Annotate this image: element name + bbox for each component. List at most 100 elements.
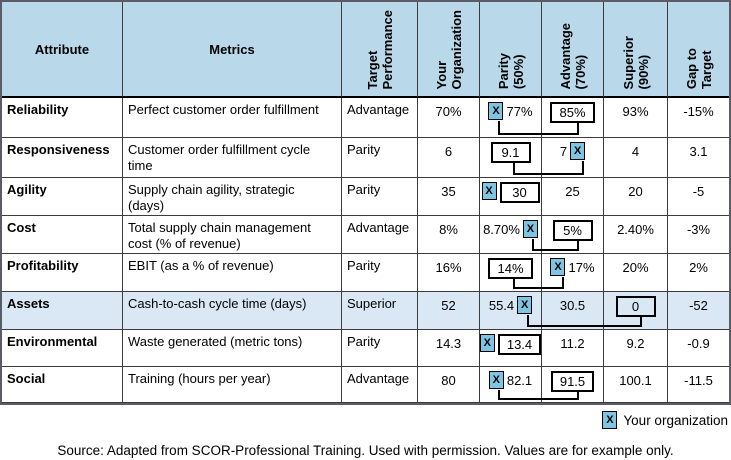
target-value-box: 85% bbox=[550, 102, 595, 123]
cell-parity: X 82.1 bbox=[480, 367, 542, 403]
cell-parity: X 30 bbox=[480, 178, 542, 216]
target-value-box: 30 bbox=[499, 182, 540, 203]
cell-value: 2.40% bbox=[617, 222, 654, 237]
gap-to-target-cell: 2% bbox=[668, 254, 729, 292]
attribute-cell: Profitability bbox=[2, 254, 123, 292]
target-performance-cell: Advantage bbox=[342, 98, 418, 138]
attribute-cell: Cost bbox=[2, 216, 123, 254]
your-organization-marker: X bbox=[550, 258, 566, 276]
legend: X Your organization bbox=[0, 411, 728, 429]
gap-to-target-cell: -52 bbox=[668, 292, 729, 330]
cell-value: 100.1 bbox=[619, 373, 652, 388]
target-value-box: 0 bbox=[615, 296, 656, 317]
metric-cell: Supply chain agility, strategic (days) bbox=[123, 178, 342, 216]
cell-value: 80 bbox=[441, 373, 456, 388]
your-organization-cell: 14.3 bbox=[418, 330, 480, 367]
target-value-box: 14% bbox=[488, 258, 533, 279]
cell-advantage: 11.2 bbox=[542, 330, 604, 367]
header-attribute: Attribute bbox=[2, 2, 123, 98]
cell-advantage: X 17% bbox=[542, 254, 604, 292]
target-value-box: 9.1 bbox=[490, 142, 531, 163]
metric-cell: Training (hours per year) bbox=[123, 367, 342, 403]
target-performance-cell: Advantage bbox=[342, 216, 418, 254]
gap-to-target-cell: -15% bbox=[668, 98, 729, 138]
metric-cell: Cash-to-cash cycle time (days) bbox=[123, 292, 342, 330]
cell-value: 4 bbox=[631, 144, 640, 159]
header-target-performance: Target Performance bbox=[342, 2, 418, 98]
your-organization-cell: 16% bbox=[418, 254, 480, 292]
cell-advantage: 91.5 bbox=[542, 367, 604, 403]
cell-advantage: 25 bbox=[542, 178, 604, 216]
cell-parity: X 13.4 bbox=[480, 330, 542, 367]
table-row: Environmental Waste generated (metric ton… bbox=[2, 330, 729, 367]
attribute-cell: Responsiveness bbox=[2, 138, 123, 178]
cell-value: 77% bbox=[506, 104, 533, 119]
your-organization-cell: 35 bbox=[418, 178, 480, 216]
gap-to-target-cell: -11.5 bbox=[668, 367, 729, 403]
cell-value: 25 bbox=[565, 184, 580, 199]
cell-superior: 20 bbox=[604, 178, 668, 216]
target-value-box: 5% bbox=[552, 220, 593, 241]
target-performance-cell: Parity bbox=[342, 254, 418, 292]
header-parity-label: Parity (50%) bbox=[495, 52, 526, 89]
cell-value: -3% bbox=[686, 222, 711, 237]
table-row: Agility Supply chain agility, strategic (… bbox=[2, 178, 729, 216]
cell-superior: 4 bbox=[604, 138, 668, 178]
cell-value: 70% bbox=[435, 104, 462, 119]
attribute-cell: Agility bbox=[2, 178, 123, 216]
header-gap-to-target-label: Gap to Target bbox=[683, 47, 714, 89]
target-performance-cell: Advantage bbox=[342, 367, 418, 403]
target-performance-cell: Parity bbox=[342, 330, 418, 367]
table-row: Responsiveness Customer order fulfillment… bbox=[2, 138, 729, 178]
your-organization-cell: 8% bbox=[418, 216, 480, 254]
header-superior: Superior (90%) bbox=[604, 2, 668, 98]
cell-value: -11.5 bbox=[684, 373, 713, 388]
source-note: Source: Adapted from SCOR-Professional T… bbox=[57, 443, 674, 458]
cell-value: 82.1 bbox=[506, 373, 533, 388]
header-advantage: Advantage (70%) bbox=[542, 2, 604, 98]
attribute-cell: Environmental bbox=[2, 330, 123, 367]
attribute-cell: Reliability bbox=[2, 98, 123, 138]
cell-value: 55.4 bbox=[488, 298, 515, 313]
cell-value: 11.2 bbox=[560, 336, 585, 351]
table-row: Social Training (hours per year) Advantage… bbox=[2, 367, 729, 403]
your-organization-marker: X bbox=[481, 182, 497, 200]
your-organization-cell: 6 bbox=[418, 138, 480, 178]
table-row: Reliability Perfect customer order fulfil… bbox=[2, 98, 729, 138]
header-metrics: Metrics bbox=[123, 2, 342, 98]
your-organization-marker: X bbox=[522, 220, 538, 238]
cell-value: -15% bbox=[683, 104, 714, 119]
cell-value: 17% bbox=[568, 260, 595, 275]
legend-label: Your organization bbox=[623, 412, 728, 428]
table-row: Profitability EBIT (as a % of revenue) Par… bbox=[2, 254, 729, 292]
metric-cell: Perfect customer order fulfillment bbox=[123, 98, 342, 138]
header-gap-to-target: Gap to Target bbox=[668, 2, 729, 98]
metric-cell: Total supply chain management cost (% of… bbox=[123, 216, 342, 254]
your-organization-cell: 80 bbox=[418, 367, 480, 403]
cell-value: 20% bbox=[622, 260, 649, 275]
cell-superior: 2.40% bbox=[604, 216, 668, 254]
cell-value: 35 bbox=[441, 184, 456, 199]
cell-superior: 20% bbox=[604, 254, 668, 292]
cell-parity: X 77% bbox=[480, 98, 542, 138]
target-performance-cell: Parity bbox=[342, 138, 418, 178]
target-performance-cell: Parity bbox=[342, 178, 418, 216]
benchmark-table: Attribute Metrics Target Performance You… bbox=[0, 0, 731, 405]
cell-value: 2% bbox=[689, 260, 708, 275]
your-organization-cell: 52 bbox=[418, 292, 480, 330]
gap-to-target-cell: 3.1 bbox=[668, 138, 729, 178]
cell-superior: 0 bbox=[604, 292, 668, 330]
header-target-performance-label: Target Performance bbox=[364, 9, 395, 89]
gap-to-target-cell: -5 bbox=[668, 178, 729, 216]
cell-parity: 8.70% X bbox=[480, 216, 542, 254]
target-performance-cell: Superior bbox=[342, 292, 418, 330]
cell-superior: 93% bbox=[604, 98, 668, 138]
target-value-box: 13.4 bbox=[497, 334, 541, 355]
cell-value: -52 bbox=[689, 298, 708, 313]
metric-cell: Waste generated (metric tons) bbox=[123, 330, 342, 367]
header-your-organization: Your Organization bbox=[418, 2, 480, 98]
header-attribute-label: Attribute bbox=[34, 41, 90, 57]
table-row: Assets Cash-to-cash cycle time (days) Supe… bbox=[2, 292, 729, 330]
